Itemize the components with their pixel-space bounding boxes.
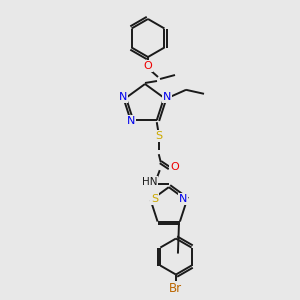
Text: N: N (119, 92, 127, 102)
Text: N: N (163, 92, 171, 102)
Text: S: S (155, 131, 162, 141)
Text: O: O (170, 162, 179, 172)
Text: HN: HN (142, 177, 158, 187)
Text: N: N (178, 194, 187, 204)
Text: N: N (127, 116, 135, 126)
Text: O: O (144, 61, 152, 71)
Text: S: S (151, 194, 158, 204)
Text: Br: Br (169, 282, 182, 295)
